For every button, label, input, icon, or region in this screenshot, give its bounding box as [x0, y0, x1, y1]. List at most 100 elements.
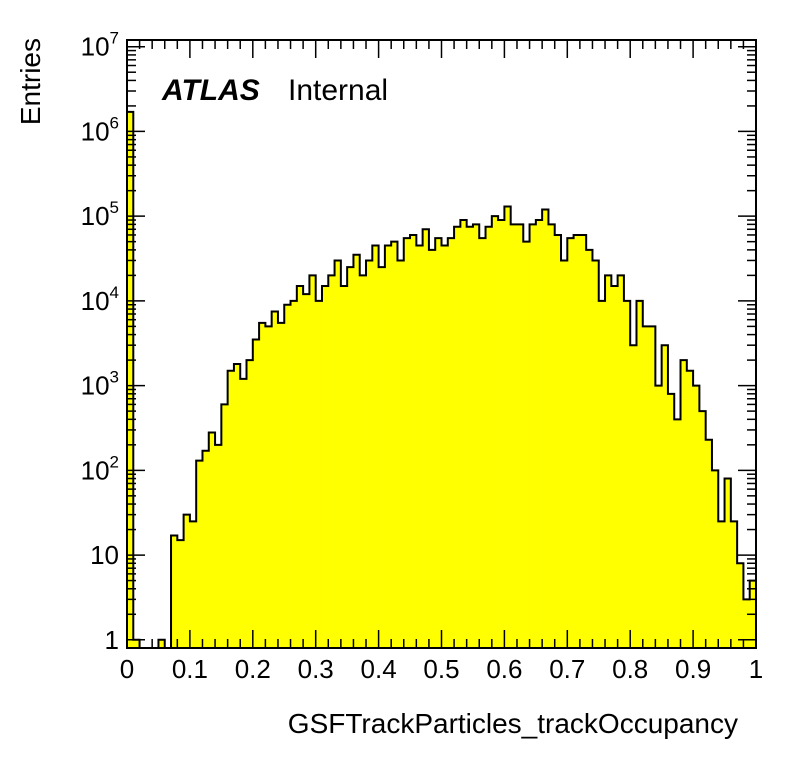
- histogram-bar: [454, 226, 461, 648]
- histogram-bar: [428, 249, 436, 648]
- histogram-bar: [460, 220, 467, 649]
- histogram-bar: [523, 241, 530, 649]
- histogram-bar: [686, 370, 694, 648]
- histogram-bar: [347, 267, 354, 648]
- histogram-bar: [636, 300, 644, 648]
- histogram-bar: [711, 470, 719, 648]
- histogram-bar: [743, 599, 751, 648]
- histogram-bar: [529, 224, 537, 648]
- histogram-bar: [724, 478, 732, 648]
- x-axis-title: GSFTrackParticles_trackOccupancy: [288, 708, 738, 739]
- histogram-bar: [737, 563, 744, 648]
- histogram-bar: [416, 245, 423, 649]
- x-tick-label: 1: [749, 654, 763, 684]
- histogram-bar: [328, 275, 335, 648]
- histogram-bar: [441, 245, 449, 649]
- histogram-bar: [667, 393, 675, 648]
- histogram-bar: [561, 260, 568, 648]
- histogram-bar: [246, 360, 254, 648]
- histogram-bar: [535, 220, 543, 649]
- y-tick-label: 1: [105, 625, 119, 655]
- axis-ticks: [126, 40, 757, 648]
- histogram-bar: [315, 300, 323, 648]
- histogram-bar: [133, 639, 140, 648]
- histogram-bar: [617, 275, 625, 648]
- histogram-bar: [548, 224, 556, 648]
- histogram-bar: [592, 260, 600, 648]
- histogram-bar: [340, 285, 348, 648]
- x-tick-label: 0.2: [235, 654, 271, 684]
- histogram-bar: [554, 234, 562, 648]
- histogram-bar: [240, 378, 247, 648]
- histogram-bar: [215, 444, 222, 648]
- y-tick-label: 102: [81, 452, 119, 485]
- y-axis-title: Entries: [15, 38, 46, 125]
- histogram-bar: [189, 521, 197, 648]
- histogram-bar: [680, 360, 688, 648]
- histogram-bar: [372, 245, 379, 649]
- y-tick-label: 10: [90, 540, 119, 570]
- histogram-bar: [284, 304, 291, 648]
- histogram-bar: [623, 300, 631, 648]
- histogram-bar: [516, 224, 524, 648]
- histogram-bar: [485, 226, 493, 648]
- histogram-bar: [410, 234, 417, 648]
- histogram-bar: [403, 238, 411, 648]
- y-tick-label: 105: [81, 198, 119, 231]
- histogram-bar: [611, 285, 618, 648]
- histogram-bar: [259, 322, 266, 648]
- y-tick-label: 103: [81, 368, 119, 401]
- internal-label: Internal: [288, 74, 388, 107]
- histogram-bar: [573, 234, 581, 648]
- histogram-bar: [435, 238, 442, 648]
- x-tick-label: 0: [120, 654, 134, 684]
- histogram-bar: [208, 432, 216, 648]
- histogram-bar: [127, 111, 134, 648]
- histogram-bar: [661, 345, 669, 648]
- histogram-outline: [126, 110, 757, 649]
- histogram-bar: [718, 521, 725, 648]
- histogram-bar: [510, 224, 518, 648]
- histogram-bar: [630, 345, 637, 648]
- histogram-bar: [655, 385, 662, 648]
- y-tick-labels: 1 10 102 103 104 105 106 107: [81, 29, 119, 655]
- histogram-bar: [674, 419, 681, 648]
- y-tick-label: 107: [81, 29, 119, 62]
- y-tick-label: 106: [81, 113, 119, 146]
- histogram-bar: [491, 216, 499, 648]
- histogram-bar: [579, 234, 587, 648]
- histogram-bar: [271, 311, 279, 648]
- histogram-bar: [359, 275, 367, 648]
- histogram-bar: [290, 300, 298, 648]
- histogram-bar: [252, 339, 260, 648]
- histogram-bar: [498, 220, 505, 649]
- y-tick-label: 104: [81, 283, 119, 316]
- histogram-bar: [334, 260, 342, 648]
- histogram-bar: [642, 326, 650, 648]
- histogram-bar: [221, 404, 228, 648]
- histogram-bar: [567, 238, 574, 648]
- histogram-bar: [265, 326, 272, 648]
- x-tick-label: 0.6: [486, 654, 522, 684]
- histogram-bar: [321, 285, 329, 648]
- histogram-bar: [309, 275, 316, 648]
- histogram-bar: [353, 254, 361, 649]
- histogram-bar: [472, 224, 480, 648]
- histogram-bar: [693, 385, 700, 648]
- histogram-bar: [196, 460, 203, 648]
- histogram-bar: [504, 206, 511, 648]
- histogram-bar: [366, 260, 373, 648]
- histogram-bar: [202, 450, 210, 648]
- x-tick-labels: 0 0.1 0.2 0.3 0.4 0.5 0.6 0.7 0.8 0.9 1: [120, 654, 763, 684]
- x-tick-label: 0.5: [423, 654, 459, 684]
- histogram-bar: [183, 514, 191, 648]
- x-tick-label: 0.7: [549, 654, 585, 684]
- histogram-bar: [479, 238, 486, 648]
- histogram-bar: [303, 294, 310, 648]
- histogram-bars: [127, 111, 757, 649]
- atlas-label: ATLAS: [161, 74, 260, 107]
- histogram-bar: [466, 226, 474, 648]
- histogram-bar: [391, 241, 398, 649]
- histogram-bar: [605, 275, 612, 648]
